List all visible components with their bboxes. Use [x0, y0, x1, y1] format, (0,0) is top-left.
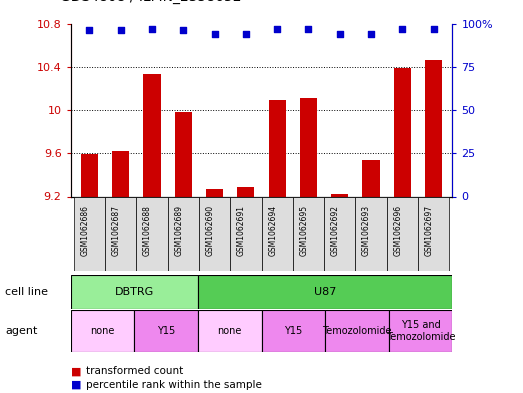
Text: GSM1062688: GSM1062688 — [143, 205, 152, 255]
Bar — [300, 98, 317, 196]
FancyBboxPatch shape — [418, 196, 449, 271]
Point — [367, 31, 375, 37]
FancyBboxPatch shape — [386, 196, 418, 271]
Point — [242, 31, 250, 37]
Point — [304, 26, 313, 32]
Text: GSM1062691: GSM1062691 — [237, 205, 246, 255]
FancyBboxPatch shape — [198, 275, 452, 309]
FancyBboxPatch shape — [137, 196, 167, 271]
Text: Y15: Y15 — [157, 326, 175, 336]
Bar — [331, 194, 348, 196]
Bar — [206, 189, 223, 196]
Text: GSM1062695: GSM1062695 — [300, 204, 309, 256]
Point — [336, 31, 344, 37]
Bar — [268, 100, 286, 196]
Bar — [394, 68, 411, 196]
FancyBboxPatch shape — [199, 196, 230, 271]
Bar — [112, 151, 129, 196]
Bar — [175, 112, 192, 196]
FancyBboxPatch shape — [71, 275, 198, 309]
Text: none: none — [90, 326, 115, 336]
FancyBboxPatch shape — [325, 310, 389, 352]
FancyBboxPatch shape — [230, 196, 262, 271]
Point — [148, 26, 156, 32]
FancyBboxPatch shape — [389, 310, 452, 352]
Text: GSM1062692: GSM1062692 — [331, 205, 340, 255]
FancyBboxPatch shape — [74, 196, 105, 271]
Text: GSM1062687: GSM1062687 — [112, 205, 121, 255]
Text: Y15 and
Temozolomide: Y15 and Temozolomide — [386, 320, 456, 342]
Point — [273, 26, 281, 32]
Text: GSM1062693: GSM1062693 — [362, 204, 371, 256]
FancyBboxPatch shape — [262, 310, 325, 352]
Text: DBTRG: DBTRG — [115, 287, 154, 297]
FancyBboxPatch shape — [105, 196, 137, 271]
Text: U87: U87 — [314, 287, 336, 297]
Text: transformed count: transformed count — [86, 366, 184, 376]
Text: cell line: cell line — [5, 287, 48, 297]
Text: ■: ■ — [71, 380, 85, 390]
FancyBboxPatch shape — [198, 310, 262, 352]
Bar — [81, 154, 98, 196]
FancyBboxPatch shape — [134, 310, 198, 352]
Point — [398, 26, 406, 32]
FancyBboxPatch shape — [356, 196, 386, 271]
Point — [85, 28, 94, 34]
Text: Temozolomide: Temozolomide — [322, 326, 392, 336]
Bar — [143, 74, 161, 196]
Text: agent: agent — [5, 326, 38, 336]
FancyBboxPatch shape — [71, 310, 134, 352]
Point — [117, 28, 125, 34]
Text: GDS4808 / ILMN_2358652: GDS4808 / ILMN_2358652 — [60, 0, 242, 4]
Point — [179, 28, 187, 34]
Text: none: none — [218, 326, 242, 336]
Point — [429, 26, 438, 32]
FancyBboxPatch shape — [262, 196, 293, 271]
FancyBboxPatch shape — [324, 196, 356, 271]
Text: GSM1062689: GSM1062689 — [174, 205, 183, 255]
Bar — [362, 160, 380, 196]
Text: ■: ■ — [71, 366, 85, 376]
FancyBboxPatch shape — [167, 196, 199, 271]
Text: GSM1062690: GSM1062690 — [206, 204, 214, 256]
Text: GSM1062697: GSM1062697 — [425, 204, 434, 256]
Point — [210, 31, 219, 37]
Text: GSM1062686: GSM1062686 — [81, 205, 89, 255]
Text: GSM1062694: GSM1062694 — [268, 204, 277, 256]
Text: Y15: Y15 — [284, 326, 302, 336]
Text: percentile rank within the sample: percentile rank within the sample — [86, 380, 262, 390]
Bar — [237, 187, 255, 196]
Text: GSM1062696: GSM1062696 — [393, 204, 402, 256]
FancyBboxPatch shape — [293, 196, 324, 271]
Bar — [425, 60, 442, 196]
